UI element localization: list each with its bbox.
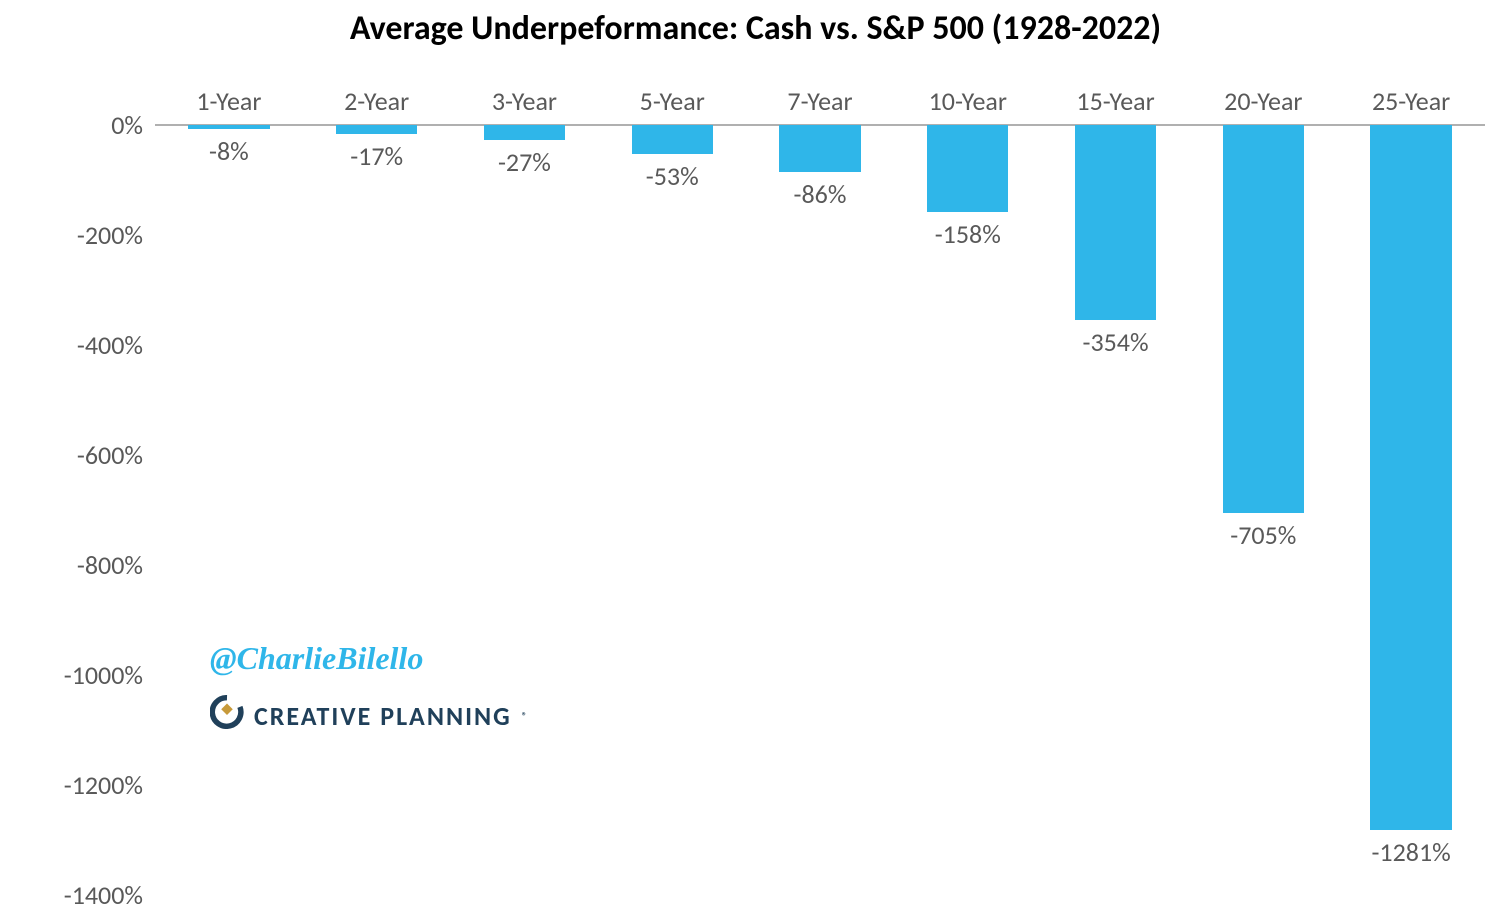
category-label: 3-Year bbox=[451, 85, 599, 117]
y-axis-tick-label: -400% bbox=[3, 329, 143, 361]
value-label: -158% bbox=[894, 218, 1042, 250]
y-axis-tick-label: 0% bbox=[3, 109, 143, 141]
bar bbox=[1075, 125, 1156, 320]
category-label: 7-Year bbox=[746, 85, 894, 117]
y-axis-tick-label: -800% bbox=[3, 549, 143, 581]
bar bbox=[1370, 125, 1451, 830]
category-label: 15-Year bbox=[1042, 85, 1190, 117]
value-label: -354% bbox=[1042, 326, 1190, 358]
bar bbox=[188, 125, 269, 129]
category-label: 2-Year bbox=[303, 85, 451, 117]
y-axis-tick-label: -1400% bbox=[3, 879, 143, 911]
category-label: 20-Year bbox=[1189, 85, 1337, 117]
y-axis-tick-label: -600% bbox=[3, 439, 143, 471]
brand-logo-icon bbox=[210, 695, 244, 736]
value-label: -17% bbox=[303, 140, 451, 172]
bar bbox=[927, 125, 1008, 212]
watermark-brand-text: CREATIVE PLANNING bbox=[254, 700, 512, 732]
value-label: -27% bbox=[451, 146, 599, 178]
value-label: -53% bbox=[598, 160, 746, 192]
category-label: 1-Year bbox=[155, 85, 303, 117]
value-label: -86% bbox=[746, 178, 894, 210]
chart-title: Average Underpeformance: Cash vs. S&P 50… bbox=[0, 8, 1511, 49]
y-axis-tick-label: -1000% bbox=[3, 659, 143, 691]
bar bbox=[484, 125, 565, 140]
chart-container: Average Underpeformance: Cash vs. S&P 50… bbox=[0, 0, 1511, 913]
value-label: -1281% bbox=[1337, 836, 1485, 868]
watermark-brand: CREATIVE PLANNING ® bbox=[210, 695, 527, 736]
bar bbox=[1223, 125, 1304, 513]
value-label: -705% bbox=[1189, 519, 1337, 551]
category-label: 5-Year bbox=[598, 85, 746, 117]
bar bbox=[632, 125, 713, 154]
category-label: 25-Year bbox=[1337, 85, 1485, 117]
bar bbox=[336, 125, 417, 134]
bar bbox=[779, 125, 860, 172]
watermark-handle: @CharlieBilello bbox=[210, 640, 423, 677]
y-axis-tick-label: -200% bbox=[3, 219, 143, 251]
value-label: -8% bbox=[155, 135, 303, 167]
y-axis-tick-label: -1200% bbox=[3, 769, 143, 801]
watermark-brand-mark: ® bbox=[522, 709, 527, 722]
category-label: 10-Year bbox=[894, 85, 1042, 117]
plot-area: 1-Year-8%2-Year-17%3-Year-27%5-Year-53%7… bbox=[155, 125, 1485, 895]
